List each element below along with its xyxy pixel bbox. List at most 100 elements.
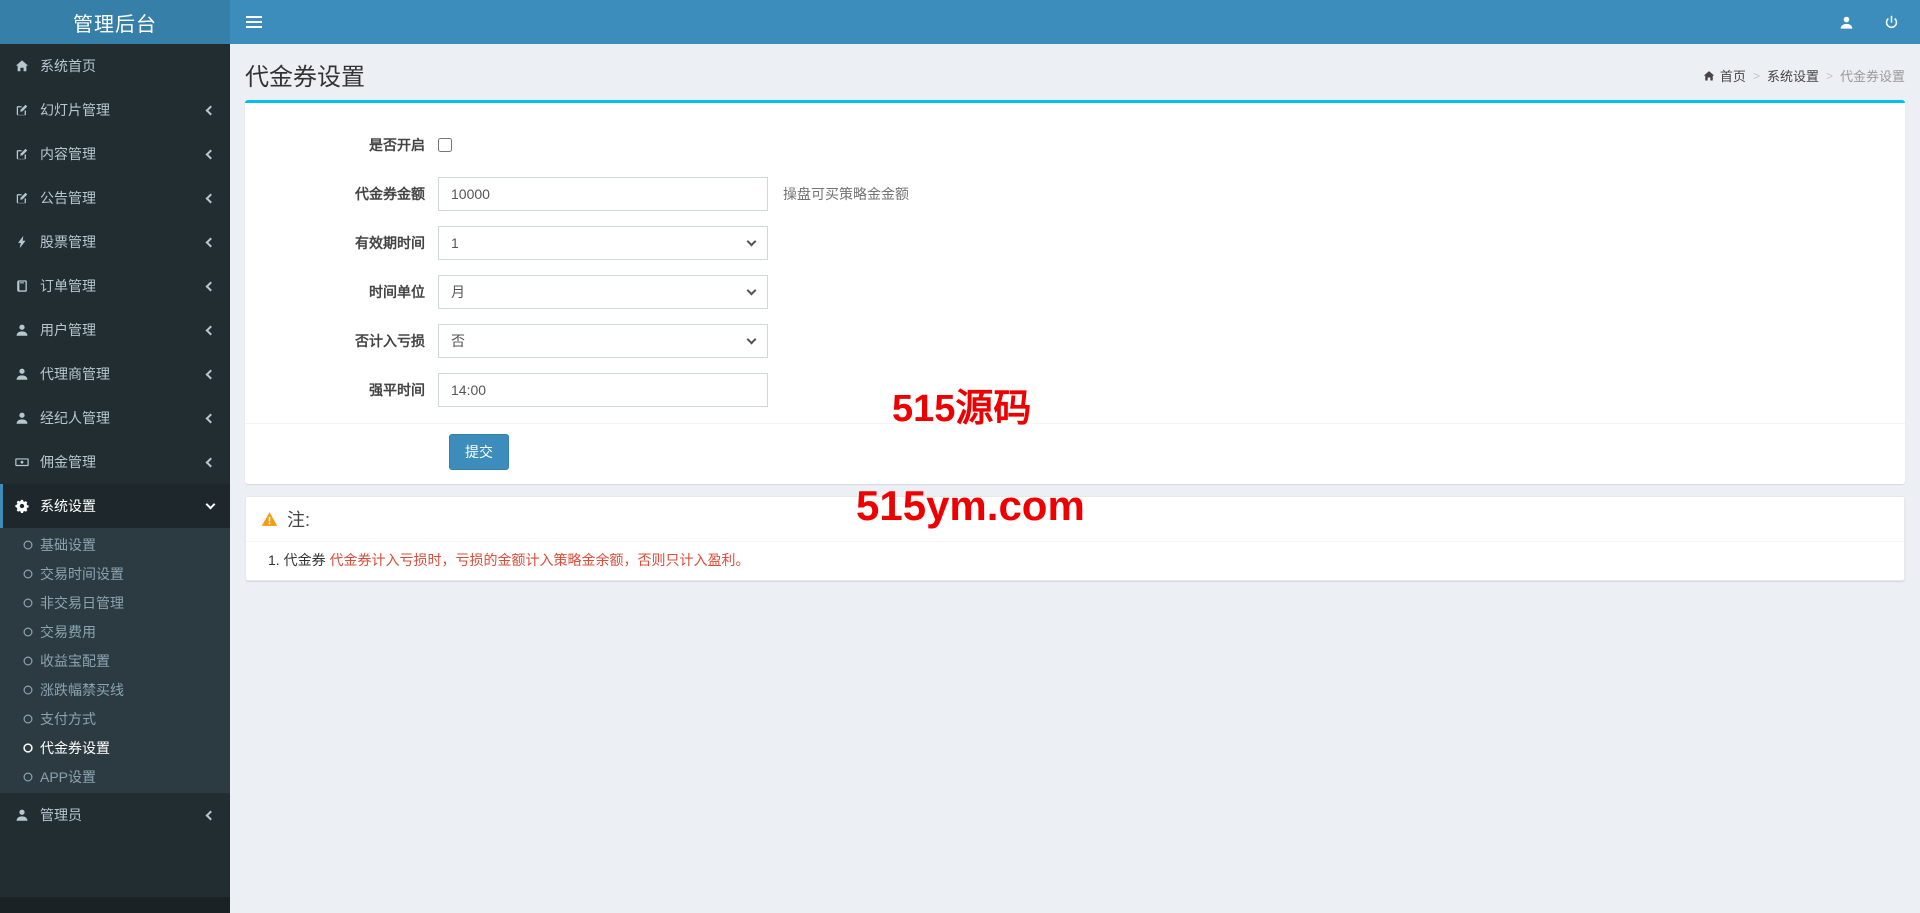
note-title: 注: xyxy=(287,510,311,530)
sidebar-item-label: 系统首页 xyxy=(40,58,96,74)
submenu-item-profit-config[interactable]: 收益宝配置 xyxy=(0,646,230,675)
submenu-item-label: 支付方式 xyxy=(40,710,96,727)
breadcrumb-current: 代金券设置 xyxy=(1839,69,1905,84)
submenu-item-payment-methods[interactable]: 支付方式 xyxy=(0,704,230,733)
submenu-item-label: 收益宝配置 xyxy=(40,652,110,669)
sidebar-item-stocks[interactable]: 股票管理 xyxy=(0,220,230,264)
user-icon xyxy=(15,323,40,337)
chevron-left-icon xyxy=(205,149,216,159)
breadcrumb-section-link[interactable]: 系统设置 xyxy=(1766,69,1819,84)
hamburger-icon[interactable] xyxy=(230,0,278,44)
top-header: 管理后台 xyxy=(0,0,1920,44)
loss-select-value[interactable]: 否 xyxy=(438,324,768,358)
sidebar-item-system-settings[interactable]: 系统设置 xyxy=(0,484,230,528)
validity-select[interactable]: 1 xyxy=(438,226,768,260)
circle-o-icon xyxy=(22,742,40,754)
unit-label: 时间单位 xyxy=(369,284,425,300)
home-icon xyxy=(15,59,40,73)
submenu-item-app-settings[interactable]: APP设置 xyxy=(0,762,230,791)
sidebar-item-users[interactable]: 用户管理 xyxy=(0,308,230,352)
page-title: 代金券设置 xyxy=(245,64,365,91)
warning-icon xyxy=(261,511,278,528)
amount-input[interactable] xyxy=(438,177,768,211)
voucher-settings-form-box: 是否开启 代金券金额 操盘可买策略金金额 有效期时间 1 时间单位 月 xyxy=(245,100,1905,484)
note-header: 注: xyxy=(246,497,1904,542)
circle-o-icon xyxy=(22,597,40,609)
breadcrumb-home-link[interactable]: 首页 xyxy=(1703,66,1746,85)
note-item-prefix: 1. 代金券 xyxy=(268,552,330,568)
power-icon[interactable] xyxy=(1869,0,1914,44)
note-item-red-text: 代金券计入亏损时，亏损的金额计入策略金余额，否则只计入盈利。 xyxy=(329,552,750,568)
submenu-item-label: APP设置 xyxy=(40,768,97,785)
sidebar-item-commission[interactable]: 佣金管理 xyxy=(0,440,230,484)
user-icon xyxy=(15,367,40,381)
breadcrumb: 首页 > 系统设置 > 代金券设置 xyxy=(1703,66,1905,85)
submenu-item-label: 代金券设置 xyxy=(40,739,110,756)
user-icon[interactable] xyxy=(1824,0,1869,44)
enable-checkbox[interactable] xyxy=(438,138,452,152)
main-content: 代金券设置 首页 > 系统设置 > 代金券设置 是否开启 代金券金额 操盘可买策… xyxy=(230,44,1920,913)
close-time-input[interactable] xyxy=(438,373,768,407)
note-body: 1. 代金券 代金券计入亏损时，亏损的金额计入策略金余额，否则只计入盈利。 xyxy=(246,542,1904,580)
chevron-left-icon xyxy=(205,369,216,379)
user-icon xyxy=(15,411,40,425)
chevron-left-icon xyxy=(205,281,216,291)
sidebar-item-content[interactable]: 内容管理 xyxy=(0,132,230,176)
chevron-down-icon xyxy=(205,499,216,510)
app-logo[interactable]: 管理后台 xyxy=(0,0,230,44)
sidebar-item-announcements[interactable]: 公告管理 xyxy=(0,176,230,220)
breadcrumb-separator: > xyxy=(1825,68,1833,83)
chevron-left-icon xyxy=(205,105,216,115)
submenu-item-trading-fees[interactable]: 交易费用 xyxy=(0,617,230,646)
sidebar-item-label: 股票管理 xyxy=(40,234,96,250)
note-box: 注: 1. 代金券 代金券计入亏损时，亏损的金额计入策略金余额，否则只计入盈利。 xyxy=(245,496,1905,581)
form-row-loss: 否计入亏损 否 xyxy=(260,324,1890,358)
sidebar-item-administrators[interactable]: 管理员 xyxy=(0,793,230,837)
sidebar-item-orders[interactable]: 订单管理 xyxy=(0,264,230,308)
form-row-enable: 是否开启 xyxy=(260,128,1890,162)
form-row-unit: 时间单位 月 xyxy=(260,275,1890,309)
bolt-icon xyxy=(15,235,40,249)
chevron-left-icon xyxy=(205,413,216,423)
loss-select[interactable]: 否 xyxy=(438,324,768,358)
user-icon xyxy=(15,808,40,822)
sidebar-item-label: 代理商管理 xyxy=(40,366,110,382)
sidebar: 系统首页 幻灯片管理 内容管理 公告管理 股票管理 订单管理 用户管理 代理商管… xyxy=(0,44,230,913)
unit-select-value[interactable]: 月 xyxy=(438,275,768,309)
submenu-item-label: 交易时间设置 xyxy=(40,565,124,582)
loss-label: 否计入亏损 xyxy=(355,333,425,349)
sidebar-item-slides[interactable]: 幻灯片管理 xyxy=(0,88,230,132)
circle-o-icon xyxy=(22,568,40,580)
sidebar-item-agents[interactable]: 代理商管理 xyxy=(0,352,230,396)
circle-o-icon xyxy=(22,626,40,638)
unit-select[interactable]: 月 xyxy=(438,275,768,309)
submenu-item-basic-settings[interactable]: 基础设置 xyxy=(0,530,230,559)
sidebar-item-brokers[interactable]: 经纪人管理 xyxy=(0,396,230,440)
navbar-right xyxy=(1824,0,1914,44)
submenu-item-label: 涨跌幅禁买线 xyxy=(40,681,124,698)
navbar xyxy=(230,0,1920,44)
system-settings-submenu: 基础设置 交易时间设置 非交易日管理 交易费用 收益宝配置 涨跌幅禁买线 支付方… xyxy=(0,528,230,793)
submenu-item-trading-time[interactable]: 交易时间设置 xyxy=(0,559,230,588)
sidebar-item-label: 订单管理 xyxy=(40,278,96,294)
validity-select-value[interactable]: 1 xyxy=(438,226,768,260)
breadcrumb-home-label: 首页 xyxy=(1719,69,1746,84)
submenu-item-limit-line[interactable]: 涨跌幅禁买线 xyxy=(0,675,230,704)
close-time-label: 强平时间 xyxy=(369,382,425,398)
submenu-item-non-trading-days[interactable]: 非交易日管理 xyxy=(0,588,230,617)
sidebar-item-label: 用户管理 xyxy=(40,322,96,338)
sidebar-item-label: 幻灯片管理 xyxy=(40,102,110,118)
money-icon xyxy=(15,455,40,469)
chevron-left-icon xyxy=(205,237,216,247)
chevron-left-icon xyxy=(205,325,216,335)
submit-button[interactable]: 提交 xyxy=(449,434,509,470)
form-footer: 提交 xyxy=(245,423,1905,484)
circle-o-icon xyxy=(22,771,40,783)
edit-icon xyxy=(15,103,40,117)
form-row-close-time: 强平时间 xyxy=(260,373,1890,407)
submenu-item-voucher-settings[interactable]: 代金券设置 xyxy=(0,733,230,762)
submenu-item-label: 基础设置 xyxy=(40,536,96,553)
sidebar-item-home[interactable]: 系统首页 xyxy=(0,44,230,88)
amount-label: 代金券金额 xyxy=(355,186,425,202)
sidebar-item-label: 系统设置 xyxy=(40,498,96,514)
